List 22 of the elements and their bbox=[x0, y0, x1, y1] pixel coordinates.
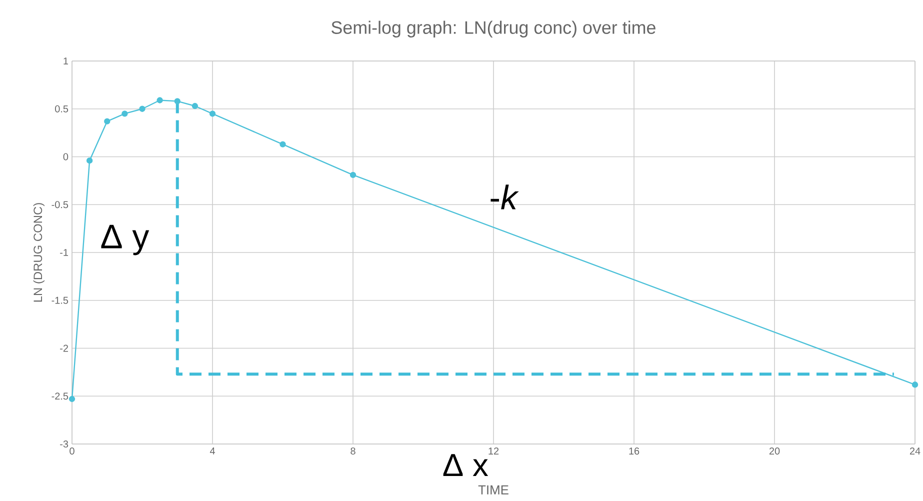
y-axis-title: LN (DRUG CONC) bbox=[33, 203, 44, 302]
x-tick-label: 24 bbox=[910, 448, 920, 454]
y-tick-label: -0.5 bbox=[52, 201, 68, 208]
y-tick-label: -2 bbox=[60, 344, 68, 352]
annotation: -k bbox=[490, 184, 519, 210]
x-axis-title: TIME bbox=[478, 485, 508, 494]
y-tick-label: -1.5 bbox=[52, 296, 68, 304]
text: Δ x bbox=[443, 454, 488, 476]
annotation: Δ y bbox=[101, 224, 150, 256]
y-tick-label: -1 bbox=[60, 249, 68, 256]
x-tick-label: 4 bbox=[210, 448, 215, 454]
y-tick-label: 1 bbox=[64, 58, 68, 64]
x-tick-label: 0 bbox=[70, 448, 74, 455]
x-tick-label: 12 bbox=[488, 448, 499, 454]
y-tick-label: 0.5 bbox=[55, 105, 68, 112]
y-tick-label: -3 bbox=[60, 440, 68, 448]
x-tick-label: 16 bbox=[629, 448, 640, 455]
y-tick-label: 0 bbox=[63, 153, 68, 160]
chart-title: Semi-log graph: LN(drug conc) over time bbox=[332, 20, 656, 38]
y-tick-label: -2.5 bbox=[52, 392, 68, 400]
x-tick-label: 20 bbox=[769, 448, 780, 455]
x-tick-label: 8 bbox=[350, 448, 356, 455]
